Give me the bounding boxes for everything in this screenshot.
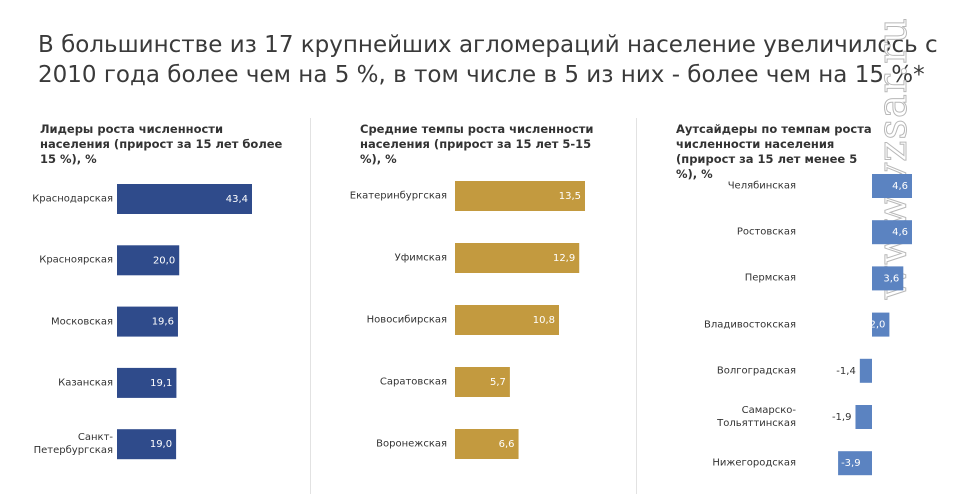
bar: [117, 429, 177, 460]
bar: [455, 181, 585, 211]
value-label: 4,6: [892, 227, 908, 238]
bar: [855, 405, 872, 429]
bar: [872, 220, 912, 245]
separator: [310, 118, 311, 494]
category-label: Новосибирская: [366, 314, 447, 326]
bar: [872, 266, 904, 291]
category-label: Нижегородская: [712, 457, 796, 469]
bar: [117, 184, 252, 214]
category-label: Уфимская: [394, 252, 447, 264]
chart-subtitle: Аутсайдеры по темпам роста численности н…: [676, 122, 872, 181]
value-label: 6,6: [499, 439, 515, 450]
category-label: Екатеринбургская: [349, 190, 447, 202]
category-label: Челябинская: [727, 180, 796, 192]
separator: [636, 118, 637, 494]
bar: [117, 367, 177, 398]
category-label: Краснодарская: [32, 193, 113, 205]
category-label: Красноярская: [39, 254, 113, 266]
bar: [117, 245, 180, 276]
category-label: Владивостокская: [704, 319, 796, 331]
category-label: Московская: [51, 316, 113, 328]
bar: [838, 451, 872, 476]
category-label: Ростовская: [736, 226, 796, 238]
value-label: 4,6: [892, 181, 908, 192]
bar: [117, 306, 178, 337]
value-label: 13,5: [559, 191, 581, 202]
value-label: -3,9: [841, 458, 861, 469]
value-label: 10,8: [533, 315, 555, 326]
value-label: -1,4: [836, 366, 856, 377]
bar: [455, 429, 519, 459]
chart-subtitle: Средние темпы роста численности населени…: [360, 122, 594, 166]
bar: [872, 312, 890, 337]
bar: [872, 174, 912, 198]
category-label: Саратовская: [379, 376, 447, 388]
chart-subtitle: Лидеры роста численности населения (прир…: [40, 122, 283, 166]
value-label: 5,7: [490, 377, 506, 388]
value-label: 43,4: [226, 194, 248, 205]
bar: [455, 243, 580, 273]
value-label: 19,6: [152, 317, 174, 328]
category-label: Самарско-Тольяттинская: [717, 405, 796, 429]
value-label: 19,0: [150, 439, 172, 450]
value-label: 3,6: [883, 273, 899, 284]
bar: [455, 305, 559, 335]
category-label: Казанская: [58, 377, 113, 389]
value-label: 19,1: [150, 378, 172, 389]
page-title: В большинстве из 17 крупнейших агломерац…: [38, 32, 938, 88]
value-label: 20,0: [153, 255, 175, 266]
category-label: Воронежская: [376, 438, 447, 450]
bar: [859, 358, 872, 383]
category-label: Пермская: [744, 272, 796, 284]
value-label: -1,9: [832, 412, 852, 423]
value-label: 12,9: [553, 253, 575, 264]
category-label: Волгоградская: [716, 365, 796, 377]
value-label: 2,0: [869, 320, 885, 331]
bar: [455, 367, 510, 397]
category-label: Санкт-Петербургская: [33, 432, 113, 457]
